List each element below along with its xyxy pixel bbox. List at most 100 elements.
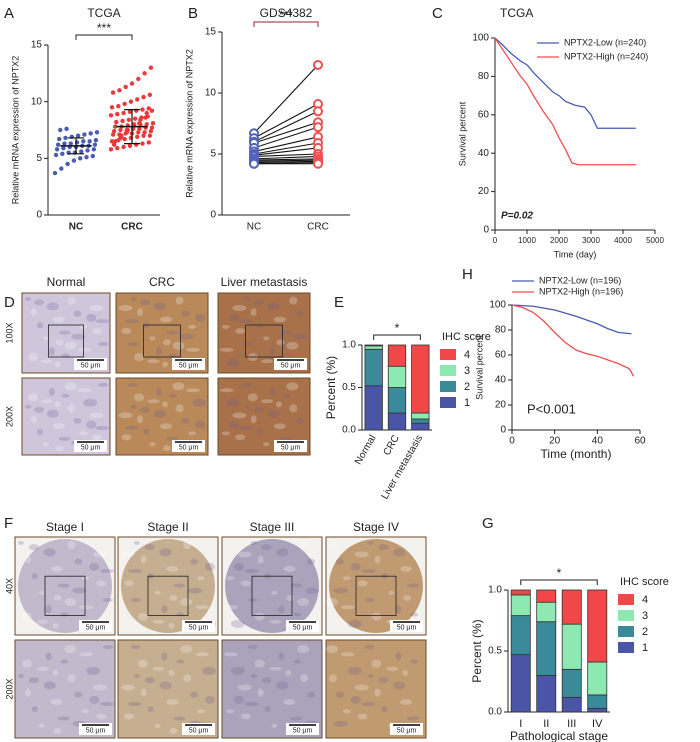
tissue-texture (89, 695, 100, 704)
tissue-texture (134, 353, 145, 362)
column-header: CRC (149, 275, 175, 289)
tissue-texture (400, 698, 413, 705)
tissue-texture (250, 415, 257, 424)
tissue-texture (50, 565, 63, 572)
tissue-texture (244, 404, 251, 409)
tissue-texture (286, 594, 295, 601)
significance-bracket (373, 334, 421, 340)
scale-bar-label: 50 μm (81, 362, 101, 369)
tissue-texture (340, 605, 355, 610)
survival-curve (494, 37, 636, 129)
tissue-texture (147, 706, 154, 713)
tissue-texture (38, 590, 45, 595)
tissue-texture (333, 587, 348, 594)
sd-bar (124, 109, 140, 145)
tissue-texture (28, 353, 39, 362)
tissue-core (18, 539, 112, 633)
tissue-texture (172, 341, 185, 350)
tissue-core (329, 539, 423, 633)
tissue-texture (269, 387, 276, 396)
scale-bar-bg (79, 723, 112, 735)
micrograph: 50 μm (325, 639, 427, 739)
micrograph: 50 μm (221, 639, 323, 739)
dot (136, 76, 141, 82)
scale-bar-label: 50 μm (81, 444, 101, 451)
panel-letter: D (4, 294, 15, 311)
tissue-core (225, 539, 319, 633)
dot (58, 127, 63, 133)
tissue-texture (407, 716, 420, 721)
x-tick-label: Normal (353, 433, 379, 466)
y-axis-label: Relative mRNA expression of NPTX2 (10, 56, 20, 205)
zoom-box (44, 575, 86, 616)
annotation: P<0.001 (527, 401, 576, 416)
tissue-texture (233, 562, 244, 571)
dot (141, 133, 146, 138)
tissue-texture (168, 669, 175, 676)
x-tick-label: CRC (307, 222, 329, 233)
pair-line (253, 64, 319, 134)
tissue-texture (250, 308, 257, 317)
scale-bar-bg (74, 440, 107, 452)
tissue-texture (195, 652, 210, 657)
scale-bar-bg (390, 620, 423, 632)
x-tick-label: NC (247, 222, 261, 233)
tissue-texture (269, 347, 276, 356)
tissue-texture (228, 420, 239, 429)
tissue-texture (61, 353, 70, 358)
tissue-texture (300, 541, 309, 550)
scale-bar-label: 50 μm (281, 444, 301, 451)
tissue-texture (350, 562, 361, 571)
bar-segment (561, 668, 582, 698)
dot (141, 94, 146, 100)
tissue-texture (30, 415, 37, 424)
legend-label: 3 (464, 365, 470, 377)
x-tick-label: 3000 (582, 236, 600, 245)
dot (146, 106, 151, 111)
tissue-texture (261, 399, 274, 404)
tissue-texture (328, 541, 337, 550)
bar-segment (561, 623, 582, 670)
tissue-texture (267, 302, 280, 311)
bar-segment (510, 589, 531, 596)
dot (109, 105, 115, 110)
pair-line (253, 136, 319, 153)
tissue-core (121, 539, 215, 633)
bar-segment (587, 694, 608, 709)
tissue-texture (58, 330, 71, 335)
tissue-texture (326, 598, 338, 607)
dot (54, 147, 60, 152)
dot (108, 113, 114, 118)
column-header: Normal (47, 275, 86, 289)
tissue-texture (282, 353, 291, 358)
legend-label: 1 (642, 642, 648, 654)
bar-segment (411, 344, 430, 414)
y-tick-label: 0.0 (342, 425, 356, 436)
tissue-texture (54, 361, 61, 368)
dot (144, 122, 149, 127)
pair-line (253, 158, 319, 161)
tissue-texture (52, 669, 59, 676)
dot (150, 121, 156, 126)
y-tick-label: 40 (478, 148, 490, 159)
bar-segment (411, 418, 430, 424)
tissue-texture (152, 666, 165, 671)
x-tick-label: II (543, 718, 549, 730)
tissue-texture (247, 393, 258, 402)
dot (84, 155, 89, 160)
dot (68, 141, 73, 146)
tissue-texture (188, 431, 197, 436)
tissue-texture (293, 659, 302, 664)
tissue-texture (223, 652, 238, 657)
bar-segment (561, 589, 582, 625)
tissue-texture (403, 594, 412, 601)
y-axis-label: Relative mRNA expression of NPTX2 (184, 49, 194, 198)
x-tick-label: 2000 (550, 236, 568, 245)
tissue-texture (371, 659, 382, 668)
dot (122, 136, 127, 142)
y-tick-label: 0.5 (488, 646, 502, 657)
tissue-texture (149, 442, 156, 447)
tissue-texture (285, 669, 292, 676)
panel-letter: H (462, 266, 473, 283)
